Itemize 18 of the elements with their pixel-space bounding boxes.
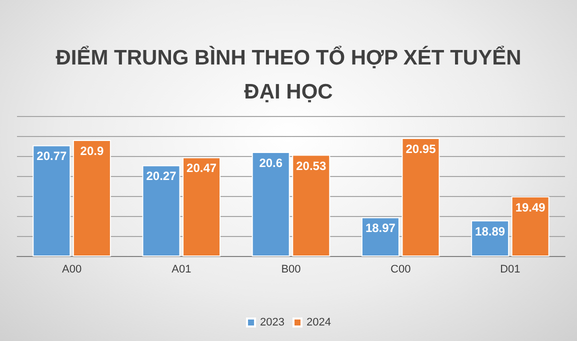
data-label: 18.97 bbox=[365, 221, 396, 236]
data-label: 19.49 bbox=[515, 200, 546, 214]
x-tick-label: D01 bbox=[500, 264, 520, 276]
data-label: 20.27 bbox=[146, 169, 177, 184]
data-label: 18.89 bbox=[475, 224, 506, 238]
x-tick-label: C00 bbox=[390, 264, 411, 276]
data-label: 20.47 bbox=[186, 161, 217, 176]
x-tick-label: A00 bbox=[62, 264, 82, 276]
data-label: 20.53 bbox=[296, 158, 326, 173]
x-tick-label: B00 bbox=[281, 264, 301, 276]
data-label: 20.95 bbox=[406, 142, 436, 156]
chart-title: ĐIỂM TRUNG BÌNH THEO TỔ HỢP XÉT TUYỂN ĐẠI HỌC bbox=[56, 46, 522, 104]
data-label: 20.6 bbox=[259, 156, 283, 170]
x-tick-label: A01 bbox=[172, 264, 192, 276]
data-label: 20.77 bbox=[36, 149, 67, 164]
data-label: 20.9 bbox=[80, 144, 104, 158]
legend-label: 2024 bbox=[306, 316, 331, 328]
legend-label: 2023 bbox=[260, 316, 285, 328]
